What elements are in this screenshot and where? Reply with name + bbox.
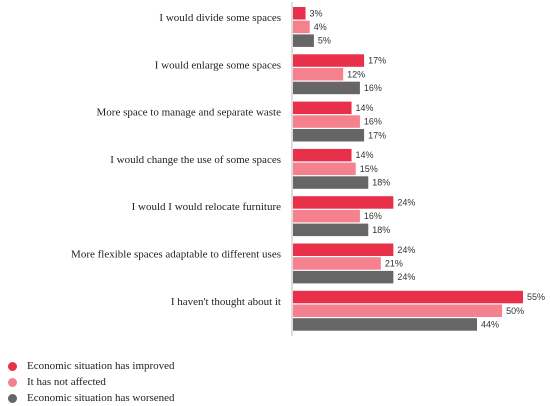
value-label-not-affected: 12% xyxy=(347,69,365,79)
value-label-improved: 17% xyxy=(368,56,386,66)
bar-worsened xyxy=(293,318,477,331)
legend-item-improved: Economic situation has improved xyxy=(8,358,175,374)
bar-worsened xyxy=(293,81,360,95)
bar-improved xyxy=(293,54,365,67)
value-label-improved: 3% xyxy=(310,8,323,18)
legend-label-worsened: Economic situation has worsened xyxy=(27,392,175,404)
legend-item-worsened: Economic situation has worsened xyxy=(8,390,175,406)
legend-swatch-worsened xyxy=(8,393,17,403)
value-label-not-affected: 16% xyxy=(364,117,382,127)
value-label-worsened: 24% xyxy=(397,272,415,282)
value-label-worsened: 5% xyxy=(318,36,331,46)
value-label-improved: 24% xyxy=(397,245,415,255)
legend-label-improved: Economic situation has improved xyxy=(27,360,175,372)
value-label-not-affected: 4% xyxy=(314,22,327,32)
bar-not-affected xyxy=(293,20,310,34)
bar-worsened xyxy=(293,176,369,189)
legend-label-not-affected: It has not affected xyxy=(27,376,106,388)
bar-not-affected xyxy=(293,304,503,317)
legend-item-not-affected: It has not affected xyxy=(8,374,175,390)
value-label-worsened: 44% xyxy=(481,319,499,329)
bar-improved xyxy=(293,290,523,304)
category-label: I would change the use of some spaces xyxy=(110,154,281,166)
value-label-not-affected: 50% xyxy=(506,306,524,316)
category-label: I would divide some spaces xyxy=(159,12,281,24)
value-label-improved: 55% xyxy=(527,292,545,302)
bar-worsened xyxy=(293,34,314,47)
value-label-not-affected: 16% xyxy=(364,211,382,221)
bar-not-affected xyxy=(293,257,381,270)
bar-worsened xyxy=(293,270,394,284)
category-label: More flexible spaces adaptable to differ… xyxy=(71,248,281,260)
bar-not-affected xyxy=(293,68,344,81)
category-label: I would enlarge some spaces xyxy=(155,59,281,71)
value-label-not-affected: 21% xyxy=(385,258,403,268)
bar-improved xyxy=(293,148,352,162)
bar-not-affected xyxy=(293,209,360,223)
value-label-improved: 14% xyxy=(356,150,374,160)
value-label-worsened: 18% xyxy=(372,225,390,235)
value-label-worsened: 16% xyxy=(364,83,382,93)
category-label: I haven't thought about it xyxy=(171,296,281,308)
bar-improved xyxy=(293,7,306,20)
category-label: More space to manage and separate waste xyxy=(97,107,282,119)
legend-swatch-improved xyxy=(8,361,17,371)
value-label-improved: 24% xyxy=(397,197,415,207)
legend-swatch-not-affected xyxy=(8,377,17,387)
value-label-improved: 14% xyxy=(356,103,374,113)
bar-worsened xyxy=(293,129,365,142)
bar-improved xyxy=(293,196,394,209)
bar-not-affected xyxy=(293,162,356,176)
bar-improved xyxy=(293,101,352,115)
value-label-worsened: 18% xyxy=(372,178,390,188)
bar-not-affected xyxy=(293,115,360,128)
bar-worsened xyxy=(293,223,369,237)
value-label-worsened: 17% xyxy=(368,130,386,140)
legend: Economic situation has improved It has n… xyxy=(8,358,175,406)
category-label: I would I would relocate furniture xyxy=(132,201,281,213)
value-label-not-affected: 15% xyxy=(360,164,378,174)
bar-improved xyxy=(293,243,394,256)
